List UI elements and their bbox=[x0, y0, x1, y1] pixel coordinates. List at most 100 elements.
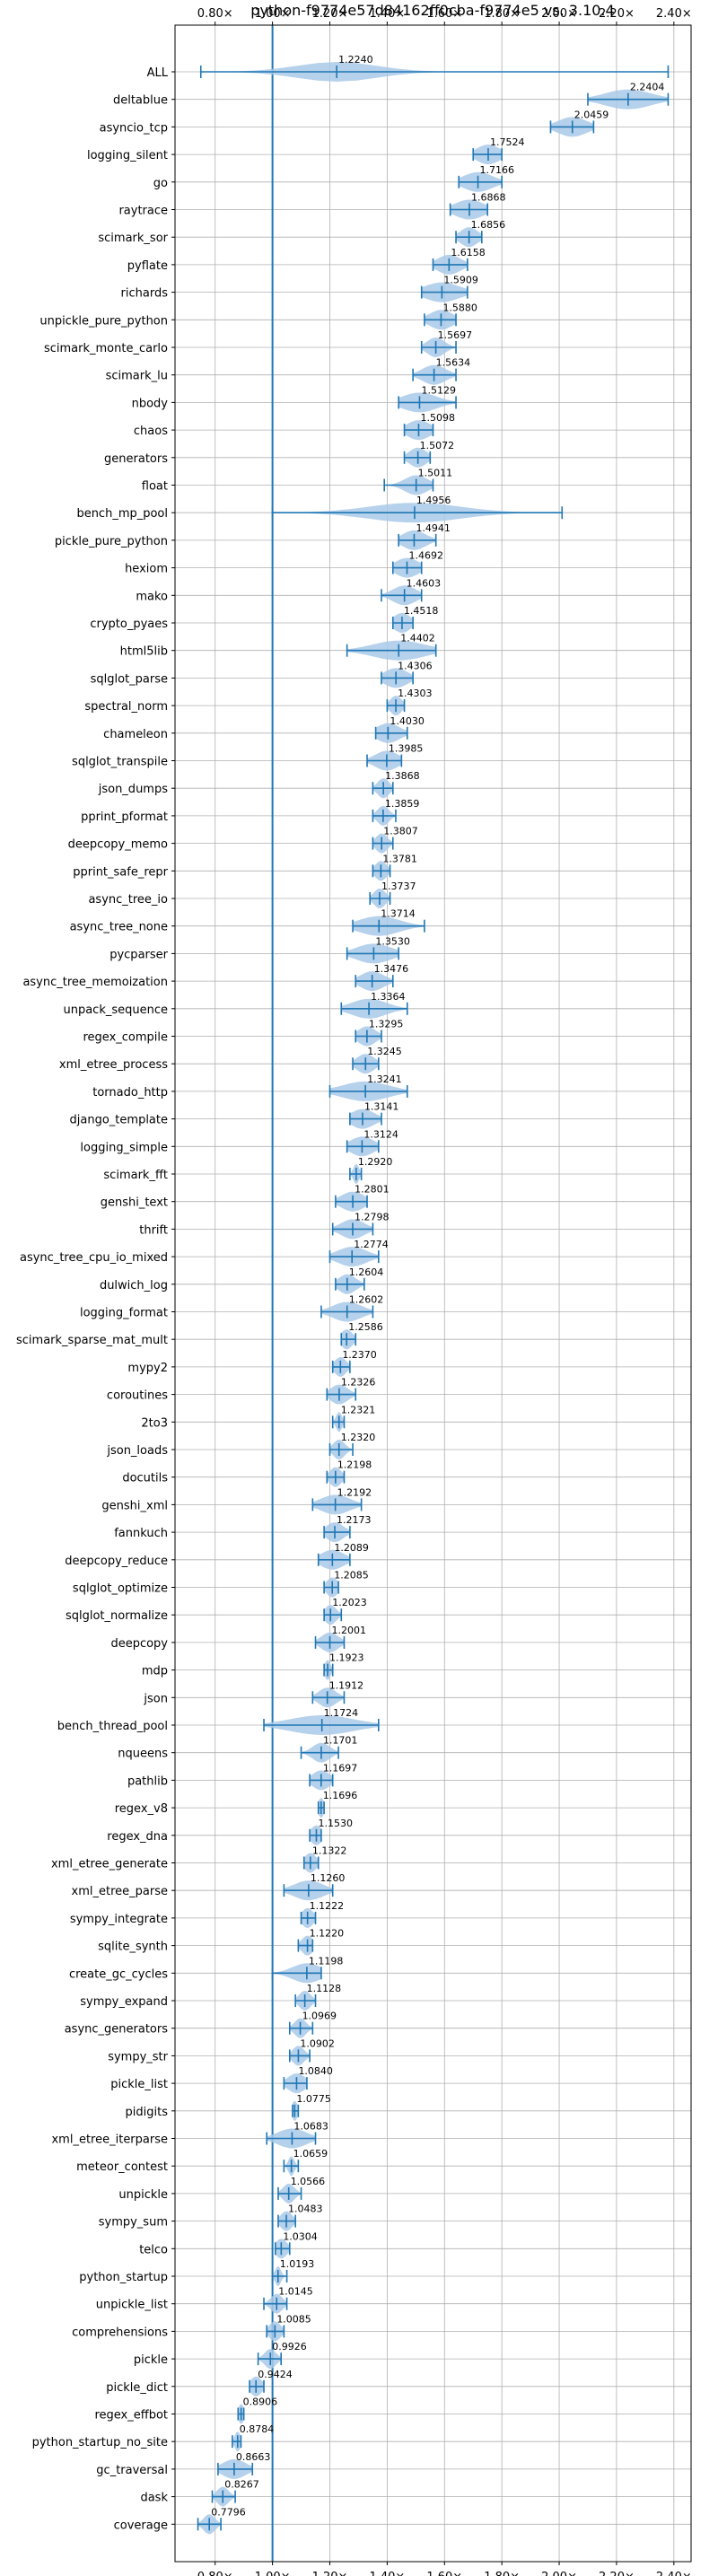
median-value-label: 1.0840 bbox=[298, 2065, 333, 2077]
median-value-label: 1.0775 bbox=[296, 2093, 331, 2105]
median-value-label: 1.2001 bbox=[332, 1625, 367, 1636]
category-label: 2to3 bbox=[141, 1416, 168, 1430]
median-value-label: 1.2023 bbox=[332, 1597, 367, 1608]
x-tick-label-bottom: 1.00× bbox=[255, 2571, 291, 2576]
category-label: xml_etree_parse bbox=[72, 1885, 168, 1898]
category-label: chaos bbox=[134, 425, 168, 438]
x-tick-label-top: 2.00× bbox=[541, 7, 577, 21]
category-label: scimark_sor bbox=[98, 232, 168, 245]
median-value-label: 1.3245 bbox=[367, 1046, 402, 1057]
median-value-label: 1.1128 bbox=[307, 1983, 342, 1994]
median-value-label: 1.0193 bbox=[280, 2258, 315, 2270]
median-value-label: 1.3295 bbox=[369, 1019, 404, 1030]
x-tick-label-bottom: 1.40× bbox=[369, 2571, 405, 2576]
category-label: dulwich_log bbox=[100, 1279, 168, 1292]
category-label: chameleon bbox=[103, 728, 168, 741]
median-value-label: 1.3807 bbox=[383, 826, 418, 837]
category-label: logging_silent bbox=[87, 149, 168, 162]
x-tick-label-top: 2.40× bbox=[656, 7, 692, 21]
category-label: tornado_http bbox=[92, 1086, 168, 1100]
median-value-label: 1.2801 bbox=[355, 1184, 390, 1196]
median-value-label: 1.2173 bbox=[337, 1514, 372, 1526]
median-value-label: 1.1260 bbox=[311, 1872, 346, 1884]
category-label: bench_thread_pool bbox=[57, 1720, 168, 1733]
category-label: unpickle bbox=[118, 2188, 168, 2202]
median-value-label: 1.5129 bbox=[421, 384, 456, 396]
median-value-label: 1.5909 bbox=[443, 275, 478, 286]
x-tick-label-bottom: 2.00× bbox=[541, 2571, 577, 2576]
median-value-label: 1.5098 bbox=[420, 412, 455, 424]
category-label: unpickle_list bbox=[96, 2299, 168, 2312]
median-value-label: 1.2192 bbox=[337, 1486, 372, 1498]
median-value-label: 1.0483 bbox=[288, 2204, 323, 2215]
category-label: json_loads bbox=[106, 1444, 168, 1458]
median-value-label: 1.5634 bbox=[436, 357, 471, 369]
category-label: async_generators bbox=[65, 2023, 169, 2037]
category-label: genshi_xml bbox=[101, 1499, 168, 1512]
category-label: regex_v8 bbox=[115, 1802, 168, 1816]
category-label: crypto_pyaes bbox=[90, 618, 168, 631]
median-value-label: 1.4603 bbox=[407, 577, 442, 589]
median-value-label: 1.3781 bbox=[382, 853, 417, 864]
category-label: sqlite_synth bbox=[98, 1941, 168, 1954]
median-value-label: 0.8784 bbox=[240, 2423, 275, 2435]
category-label: genshi_text bbox=[101, 1196, 168, 1210]
x-tick-label-top: 2.20× bbox=[599, 7, 635, 21]
median-value-label: 1.0566 bbox=[291, 2176, 326, 2187]
category-label: async_tree_cpu_io_mixed bbox=[20, 1251, 168, 1265]
median-value-label: 1.2920 bbox=[358, 1156, 393, 1168]
category-label: pprint_safe_repr bbox=[73, 865, 168, 879]
median-value-label: 1.1322 bbox=[312, 1845, 347, 1857]
category-label: deepcopy_reduce bbox=[65, 1555, 168, 1568]
x-tick-label-bottom: 0.80× bbox=[197, 2571, 233, 2576]
median-value-label: 1.3124 bbox=[363, 1128, 398, 1140]
median-value-label: 1.4402 bbox=[400, 633, 435, 644]
median-value-label: 1.1701 bbox=[323, 1735, 358, 1747]
median-value-label: 1.2370 bbox=[342, 1349, 377, 1361]
median-value-label: 1.7524 bbox=[490, 136, 525, 148]
median-value-label: 1.4956 bbox=[416, 495, 451, 506]
x-tick-label-bottom: 1.20× bbox=[312, 2571, 348, 2576]
category-label: logging_format bbox=[80, 1307, 168, 1320]
category-label: scimark_fft bbox=[103, 1169, 168, 1182]
category-label: fannkuch bbox=[114, 1527, 168, 1540]
category-label: nqueens bbox=[118, 1748, 168, 1761]
median-value-label: 1.3985 bbox=[389, 743, 424, 755]
category-label: nbody bbox=[132, 397, 169, 410]
category-label: mdp bbox=[142, 1665, 168, 1678]
x-tick-label-top: 1.20× bbox=[312, 7, 348, 21]
median-value-label: 1.2798 bbox=[355, 1211, 390, 1222]
median-value-label: 1.1530 bbox=[318, 1818, 353, 1829]
median-value-label: 1.0969 bbox=[302, 2011, 337, 2022]
median-value-label: 1.2326 bbox=[341, 1377, 376, 1389]
median-value-label: 0.8906 bbox=[243, 2396, 278, 2408]
median-value-label: 1.1198 bbox=[309, 1955, 344, 1967]
category-label: async_tree_io bbox=[88, 893, 168, 907]
category-label: xml_etree_iterparse bbox=[51, 2134, 168, 2147]
x-tick-label-top: 1.00× bbox=[255, 7, 291, 21]
x-tick-label-top: 0.80× bbox=[197, 7, 233, 21]
median-value-label: 1.6856 bbox=[471, 219, 506, 231]
label-layer: 0.80× 0.80× 1.00× 1.00× 1.20× 1.20× 1.40× 1.40×… bbox=[16, 7, 692, 2576]
category-label: asyncio_tcp bbox=[100, 121, 168, 135]
category-label: spectral_norm bbox=[84, 700, 168, 714]
grid-layer bbox=[171, 22, 691, 2565]
median-value-label: 1.6868 bbox=[471, 192, 506, 204]
category-label: sympy_integrate bbox=[70, 1913, 168, 1926]
x-tick-label-bottom: 2.20× bbox=[599, 2571, 635, 2576]
median-value-label: 1.2586 bbox=[348, 1321, 383, 1333]
median-value-label: 1.0683 bbox=[293, 2121, 328, 2133]
category-label: django_template bbox=[70, 1114, 168, 1127]
median-value-label: 0.7796 bbox=[211, 2506, 246, 2518]
category-label: gc_traversal bbox=[96, 2464, 168, 2477]
median-value-label: 2.0459 bbox=[574, 109, 609, 120]
median-value-label: 1.5697 bbox=[438, 329, 473, 341]
category-label: comprehensions bbox=[72, 2326, 168, 2339]
category-label: richards bbox=[121, 287, 169, 301]
median-value-label: 1.0304 bbox=[283, 2230, 318, 2242]
category-label: mako bbox=[136, 590, 168, 603]
category-label: pickle_pure_python bbox=[55, 535, 168, 548]
chart-title: python-f9774e57d84162ff0cba-f9774e5 vs. … bbox=[250, 2, 614, 19]
category-label: scimark_monte_carlo bbox=[44, 342, 168, 355]
median-value-label: 1.3859 bbox=[385, 798, 420, 810]
